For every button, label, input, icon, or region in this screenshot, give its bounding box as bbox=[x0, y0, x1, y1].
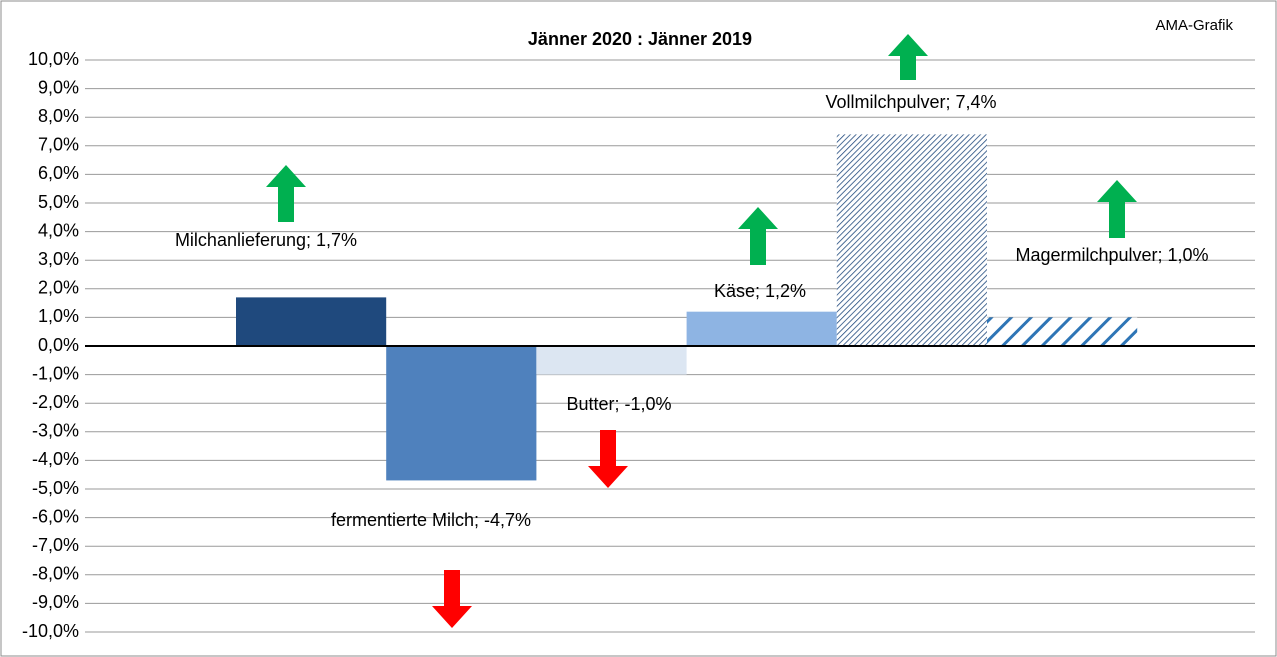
y-tick-label: -9,0% bbox=[32, 592, 79, 612]
data-label: Magermilchpulver; 1,0% bbox=[1015, 245, 1209, 265]
data-label: fermentierte Milch; -4,7% bbox=[330, 510, 532, 530]
down-arrow bbox=[588, 430, 628, 488]
bar bbox=[686, 311, 837, 346]
y-tick-label: -7,0% bbox=[32, 535, 79, 555]
y-tick-label: -6,0% bbox=[32, 506, 79, 526]
bar bbox=[386, 346, 537, 481]
data-label: Käse; 1,2% bbox=[713, 281, 807, 301]
data-label: Vollmilchpulver; 7,4% bbox=[825, 92, 997, 112]
y-tick-label: 8,0% bbox=[38, 106, 79, 126]
y-tick-label: -4,0% bbox=[32, 449, 79, 469]
annotation: AMA-Grafik bbox=[1155, 17, 1233, 34]
y-tick-label: -3,0% bbox=[32, 421, 79, 441]
up-arrow bbox=[888, 34, 928, 80]
y-tick-label: -2,0% bbox=[32, 392, 79, 412]
y-tick-label: 3,0% bbox=[38, 249, 79, 269]
up-arrow bbox=[266, 165, 306, 222]
y-tick-label: -8,0% bbox=[32, 564, 79, 584]
down-arrow bbox=[432, 570, 472, 628]
data-label: Milchanlieferung; 1,7% bbox=[174, 230, 358, 250]
up-arrow bbox=[738, 207, 778, 265]
y-tick-label: 9,0% bbox=[38, 77, 79, 97]
up-arrow bbox=[1097, 180, 1137, 238]
y-tick-label: 1,0% bbox=[38, 306, 79, 326]
y-tick-label: -10,0% bbox=[22, 621, 79, 641]
bar bbox=[836, 134, 987, 346]
data-label: Butter; -1,0% bbox=[566, 394, 672, 414]
bar bbox=[236, 297, 387, 346]
y-tick-label: 4,0% bbox=[38, 220, 79, 240]
y-tick-label: 5,0% bbox=[38, 192, 79, 212]
y-tick-label: -5,0% bbox=[32, 478, 79, 498]
chart-title: Jänner 2020 : Jänner 2019 bbox=[528, 29, 752, 49]
y-tick-label: -1,0% bbox=[32, 363, 79, 383]
y-tick-label: 7,0% bbox=[38, 135, 79, 155]
bar bbox=[536, 346, 687, 375]
bar bbox=[987, 317, 1138, 346]
y-tick-label: 0,0% bbox=[38, 335, 79, 355]
y-tick-label: 2,0% bbox=[38, 278, 79, 298]
y-tick-label: 10,0% bbox=[28, 49, 79, 69]
y-tick-label: 6,0% bbox=[38, 163, 79, 183]
